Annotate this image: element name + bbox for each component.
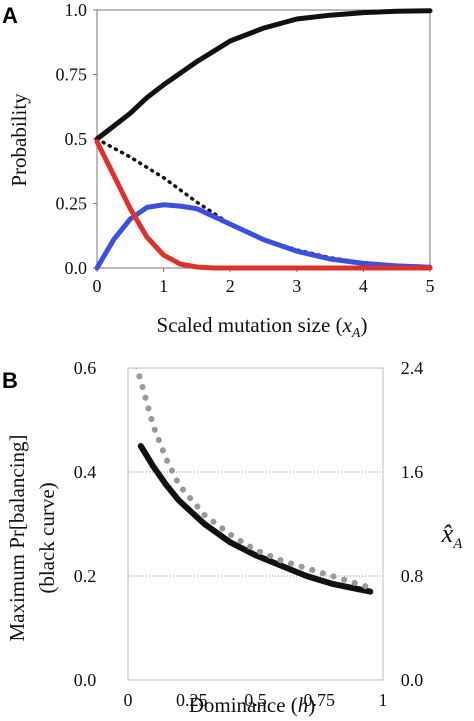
panel-b-xtick-label: 0.75	[304, 690, 336, 710]
panel-a-xtick-label: 2	[226, 276, 235, 296]
panel-a-label: A	[2, 3, 18, 28]
panel-a-xtick-label: 5	[426, 276, 435, 296]
panel-a-xtick-label: 3	[292, 276, 301, 296]
panel-b-xtick-label: 0.5	[244, 690, 267, 710]
panel-b-series-1-line	[133, 368, 374, 591]
panel-b-label: B	[2, 368, 18, 393]
panel-a-xtick-label: 0	[93, 276, 102, 296]
panel-a-ytick-label: 1.0	[65, 0, 88, 20]
panel-a-ylabel: Probability	[7, 93, 31, 187]
panel-a-axes: 0 1 2 3 4 5 0.0 0.25 0.5 0.75 1.0	[56, 0, 435, 296]
panel-a-xtick-label: 1	[159, 276, 168, 296]
panel-b-axes: 0.0 0.2 0.4 0.6 0.0 0.8 1.6 2.4 0 0.25 0.5 0.75 1	[74, 358, 424, 710]
panel-b-y2tick-label: 1.6	[401, 462, 424, 482]
panel-a-ytick-label: 0.75	[56, 65, 88, 85]
panel-a-xtick-label: 4	[359, 276, 368, 296]
panel-b-xlabel: Dominance (h)	[189, 693, 316, 717]
panel-b-y2label: x̂A	[441, 519, 464, 552]
panel-b-ylabel-line2: (black curve)	[35, 482, 59, 593]
panel-a-frame	[96, 9, 431, 269]
panel-a-ytick-label: 0.25	[56, 194, 88, 214]
panel-b-xtick-label: 0	[124, 690, 133, 710]
panel-b-y2tick-label: 2.4	[401, 358, 424, 378]
panel-a-ytick-label: 0.5	[65, 129, 88, 149]
panel-b-ytick-label: 0.0	[74, 670, 97, 690]
panel-b-y2tick-label: 0.0	[401, 670, 424, 690]
panel-b-frame	[127, 367, 384, 681]
panel-a-series-1-line	[95, 137, 432, 269]
panel-b-xtick-label: 1	[379, 690, 388, 710]
panel-a-series-0-line	[94, 8, 433, 142]
panel-b-ytick-label: 0.2	[74, 566, 97, 586]
panel-b-ytick-label: 0.6	[74, 358, 97, 378]
panel-a-ytick-label: 0.0	[65, 258, 88, 278]
panel-b-ytick-label: 0.4	[74, 462, 97, 482]
panel-b-y2tick-label: 0.8	[401, 566, 424, 586]
panel-a-series-3-line	[94, 139, 433, 271]
panel-a-xlabel: Scaled mutation size (xA)	[157, 313, 368, 341]
panel-b-ylabel-line1: Maximum Pr[balancing]	[5, 434, 29, 641]
panel-b-xtick-label: 0.25	[176, 690, 208, 710]
panel-b-series-0-line	[137, 443, 374, 595]
